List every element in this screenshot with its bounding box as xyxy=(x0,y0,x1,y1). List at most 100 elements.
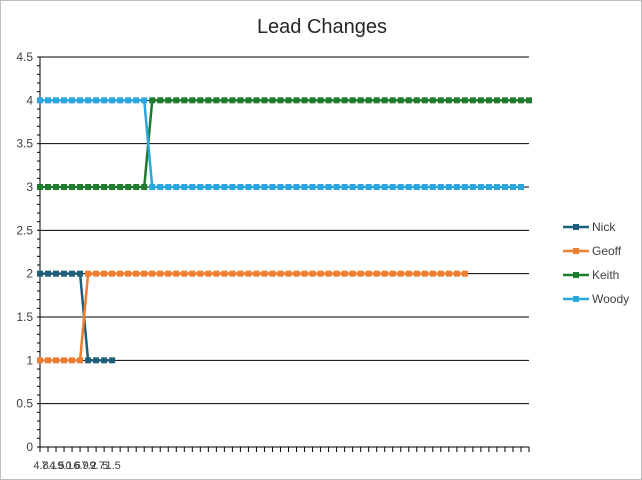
data-point xyxy=(509,97,516,104)
data-point xyxy=(221,184,228,190)
data-point xyxy=(117,270,124,277)
data-point xyxy=(213,184,220,190)
data-point xyxy=(317,97,324,104)
data-point xyxy=(141,184,148,190)
data-point xyxy=(461,97,468,104)
data-point xyxy=(109,184,116,190)
data-point xyxy=(517,184,524,190)
data-point xyxy=(45,97,52,104)
data-point xyxy=(149,97,156,104)
legend-item-nick: Nick xyxy=(563,220,616,234)
data-point xyxy=(125,270,132,277)
data-point xyxy=(77,97,84,104)
data-point xyxy=(437,184,444,190)
data-point xyxy=(381,270,388,277)
data-point xyxy=(477,184,484,190)
y-tick-label: 2 xyxy=(26,267,33,281)
y-tick-label: 4 xyxy=(26,93,33,107)
data-point xyxy=(253,97,260,104)
data-point xyxy=(101,97,108,104)
legend-marker xyxy=(573,248,579,254)
x-tick-label: 7.2 xyxy=(81,460,96,472)
data-point xyxy=(333,270,340,277)
data-point xyxy=(397,270,404,277)
legend-label: Woody xyxy=(592,292,629,306)
data-point xyxy=(93,184,100,190)
y-tick-label: 2.5 xyxy=(16,223,33,237)
data-point xyxy=(309,270,316,277)
data-point xyxy=(445,270,452,277)
legend-label: Nick xyxy=(592,220,616,234)
data-point xyxy=(101,357,108,364)
data-point xyxy=(405,270,412,277)
data-point xyxy=(453,184,460,190)
data-point xyxy=(189,184,196,190)
data-point xyxy=(381,184,388,190)
data-point xyxy=(45,270,52,277)
data-point xyxy=(349,97,356,104)
data-point xyxy=(45,184,52,190)
data-point xyxy=(237,270,244,277)
data-point xyxy=(37,97,43,104)
series-keith xyxy=(37,97,532,190)
data-point xyxy=(301,270,308,277)
data-point xyxy=(413,270,420,277)
data-point xyxy=(469,184,476,190)
x-tick-label: 4.8 xyxy=(33,460,48,472)
data-point xyxy=(85,184,92,190)
data-point xyxy=(133,270,140,277)
data-point xyxy=(341,270,348,277)
data-point xyxy=(213,97,220,104)
data-point xyxy=(445,97,452,104)
data-point xyxy=(101,270,108,277)
data-point xyxy=(405,97,412,104)
data-point xyxy=(269,184,276,190)
data-point xyxy=(357,270,364,277)
gridlines xyxy=(40,56,529,448)
data-point xyxy=(149,270,156,277)
data-point xyxy=(469,97,476,104)
x-tick-label: 9.7 xyxy=(89,460,104,472)
data-point xyxy=(389,184,396,190)
data-point xyxy=(125,184,132,190)
data-point xyxy=(253,270,260,277)
data-point xyxy=(237,184,244,190)
data-point xyxy=(189,97,196,104)
data-point xyxy=(181,97,188,104)
chart-title: Lead Changes xyxy=(257,16,387,38)
data-point xyxy=(197,270,204,277)
data-point xyxy=(85,270,92,277)
data-point xyxy=(293,97,300,104)
legend-item-geoff: Geoff xyxy=(563,244,622,258)
data-point xyxy=(381,97,388,104)
data-point xyxy=(317,184,324,190)
data-point xyxy=(93,270,100,277)
data-point xyxy=(429,270,436,277)
data-point xyxy=(133,97,140,104)
data-point xyxy=(293,184,300,190)
data-point xyxy=(53,270,60,277)
data-point xyxy=(157,97,164,104)
data-point xyxy=(93,97,100,104)
data-point xyxy=(349,270,356,277)
data-point xyxy=(229,270,236,277)
y-tick-label: 3 xyxy=(26,180,33,194)
data-point xyxy=(285,270,292,277)
data-point xyxy=(285,97,292,104)
data-point xyxy=(197,97,204,104)
data-point xyxy=(349,184,356,190)
data-point xyxy=(229,97,236,104)
data-point xyxy=(69,357,76,364)
data-point xyxy=(277,184,284,190)
data-point xyxy=(421,97,428,104)
data-point xyxy=(221,97,228,104)
data-point xyxy=(485,97,492,104)
data-point xyxy=(61,357,68,364)
legend-label: Geoff xyxy=(592,244,622,258)
data-point xyxy=(221,270,228,277)
data-point xyxy=(117,97,124,104)
data-point xyxy=(301,97,308,104)
data-point xyxy=(365,270,372,277)
data-point xyxy=(325,184,332,190)
